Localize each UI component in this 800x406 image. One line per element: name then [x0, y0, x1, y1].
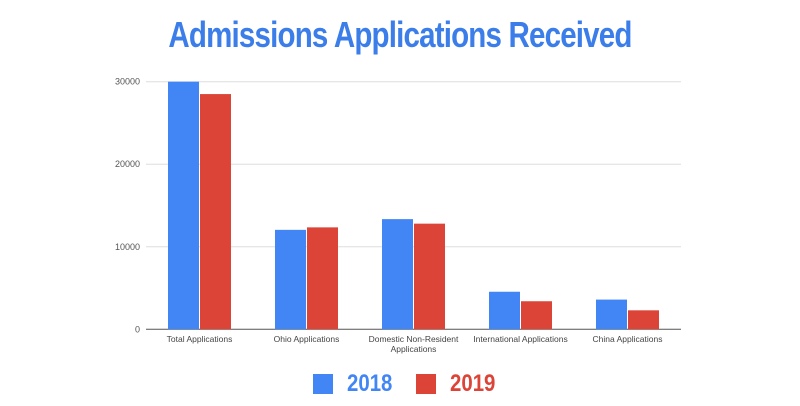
- x-tick-label: Ohio Applications: [274, 334, 340, 344]
- x-tick-label: Applications: [391, 344, 437, 354]
- legend-label-2019: 2019: [450, 370, 496, 397]
- legend-label-2018: 2018: [347, 370, 393, 397]
- chart-title: Admissions Applications Received: [168, 14, 632, 55]
- bar-2019: [628, 310, 659, 330]
- bar-2019: [200, 94, 231, 330]
- bar-2019: [414, 223, 445, 330]
- x-tick-label: Total Applications: [167, 334, 233, 344]
- bar-2018: [382, 219, 413, 330]
- bar-2019: [521, 301, 552, 330]
- bar-2018: [168, 81, 199, 330]
- bar-2018: [275, 229, 306, 330]
- bar-2018: [596, 299, 627, 330]
- legend-swatch-2019: [416, 374, 436, 394]
- bar-2019: [307, 227, 338, 330]
- y-tick-label: 10000: [115, 242, 140, 252]
- legend-item-2018: 2018: [313, 370, 396, 398]
- y-tick-label: 20000: [115, 159, 140, 169]
- x-tick-label: International Applications: [473, 334, 568, 344]
- x-tick-label: China Applications: [593, 334, 663, 344]
- y-tick-label: 30000: [115, 77, 140, 87]
- bar-2018: [489, 291, 520, 330]
- legend-swatch-2018: [313, 374, 333, 394]
- x-tick-label: Domestic Non-Resident: [369, 334, 459, 344]
- y-tick-label: 0: [135, 324, 140, 334]
- legend-item-2019: 2019: [416, 370, 499, 398]
